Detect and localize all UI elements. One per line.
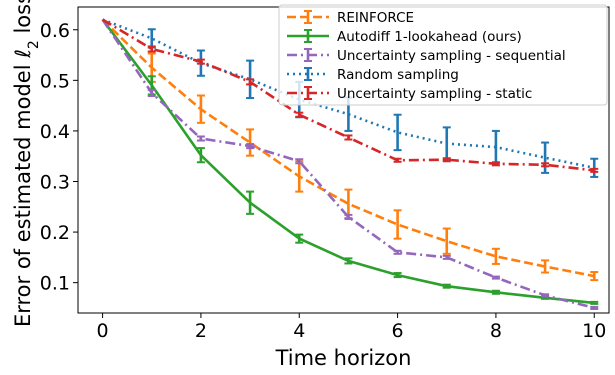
x-tick-label: 6 [392, 320, 404, 342]
y-axis-label: Error of estimated model ℓ2 loss [11, 0, 42, 327]
y-tick-label: 0.3 [40, 171, 70, 193]
x-axis-label: Time horizon [275, 346, 412, 370]
legend-label: Uncertainty sampling - static [337, 86, 532, 102]
series-line-0 [101, 18, 595, 278]
legend-box [278, 4, 608, 106]
legend-label: Random sampling [337, 67, 459, 83]
x-tick-label: 8 [490, 320, 502, 342]
y-tick-label: 0.5 [40, 70, 70, 92]
y-axis-label-text: loss [11, 0, 35, 40]
legend: REINFORCE Autodiff 1-lookahead (ours) Unce… [278, 4, 608, 106]
series-line-3 [102, 18, 595, 170]
legend-label: Uncertainty sampling - sequential [337, 48, 566, 64]
x-tick-label: 10 [582, 320, 606, 342]
y-tick-label: 0.2 [40, 222, 70, 244]
axes-layer: 0 2 4 6 8 10 0.1 0.2 0.3 0.4 0.5 0.6 [40, 20, 607, 342]
legend-label: REINFORCE [337, 10, 414, 26]
series-layer [101, 18, 599, 310]
y-tick-label: 0.4 [40, 121, 70, 143]
x-tick-label: 2 [195, 320, 207, 342]
legend-label: Autodiff 1-lookahead (ours) [337, 29, 522, 45]
x-tick-label: 4 [293, 320, 305, 342]
y-tick-label: 0.1 [40, 273, 70, 295]
y-axis-label-subscript: 2 [26, 40, 42, 49]
y-tick-label: 0.6 [40, 20, 70, 42]
x-tick-label: 0 [97, 320, 109, 342]
y-axis-label-text: Error of estimated model ℓ [11, 49, 35, 327]
